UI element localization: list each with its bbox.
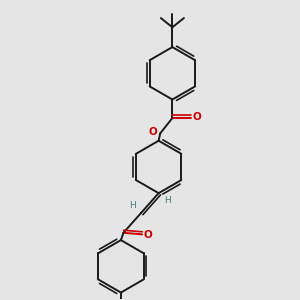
Text: O: O xyxy=(193,112,202,122)
Text: H: H xyxy=(164,196,170,205)
Text: O: O xyxy=(144,230,153,240)
Text: H: H xyxy=(129,201,136,210)
Text: O: O xyxy=(148,128,157,137)
